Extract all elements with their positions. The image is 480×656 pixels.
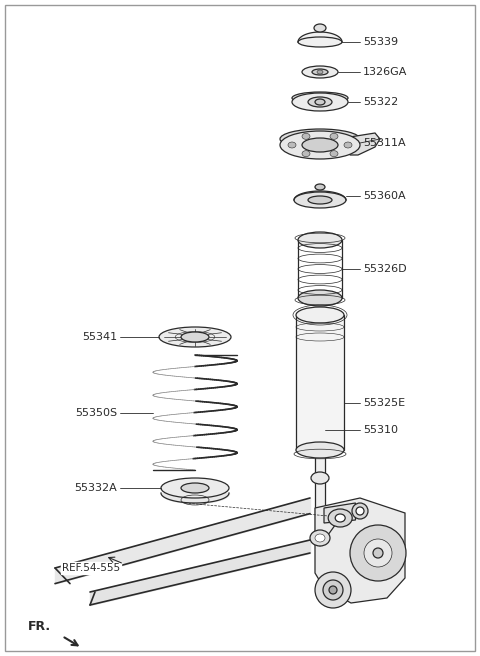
Ellipse shape [302,138,338,152]
Text: 55341: 55341 [82,332,117,342]
Ellipse shape [302,66,338,78]
Text: 55332A: 55332A [74,483,117,493]
Ellipse shape [328,509,352,527]
Circle shape [323,580,343,600]
Ellipse shape [344,142,352,148]
Circle shape [364,539,392,567]
Ellipse shape [315,534,325,542]
Ellipse shape [315,99,325,105]
Ellipse shape [159,327,231,347]
Text: 55326D: 55326D [363,264,407,274]
Ellipse shape [312,69,328,75]
Ellipse shape [161,478,229,498]
Ellipse shape [280,131,360,159]
Ellipse shape [308,97,332,107]
Ellipse shape [288,142,296,148]
Text: 55339: 55339 [363,37,398,47]
Ellipse shape [314,24,326,32]
Text: 55360A: 55360A [363,191,406,201]
Circle shape [350,525,406,581]
Ellipse shape [315,184,325,190]
Ellipse shape [310,530,330,546]
Polygon shape [324,503,356,523]
Circle shape [352,503,368,519]
Circle shape [373,548,383,558]
Ellipse shape [296,307,344,323]
Ellipse shape [181,483,209,493]
Polygon shape [350,133,380,155]
Text: 55310: 55310 [363,425,398,435]
Ellipse shape [330,151,338,157]
Circle shape [356,507,364,515]
Ellipse shape [311,472,329,484]
Ellipse shape [330,133,338,139]
Text: 55322: 55322 [363,97,398,107]
Polygon shape [315,498,405,603]
Text: FR.: FR. [28,619,51,632]
Polygon shape [296,315,344,450]
Text: 55311A: 55311A [363,138,406,148]
Text: REF.54-555: REF.54-555 [62,563,120,573]
Ellipse shape [335,514,345,522]
Text: 55350S: 55350S [75,407,117,417]
Text: 1326GA: 1326GA [363,67,408,77]
Ellipse shape [308,196,332,204]
Ellipse shape [296,442,344,458]
Circle shape [329,586,337,594]
Circle shape [315,572,351,608]
Ellipse shape [181,332,209,342]
Ellipse shape [292,92,348,104]
Text: 55325E: 55325E [363,398,405,407]
Ellipse shape [294,192,346,208]
Ellipse shape [317,70,323,74]
Ellipse shape [298,290,342,306]
Ellipse shape [302,151,310,157]
Ellipse shape [298,37,342,47]
Ellipse shape [298,232,342,248]
Ellipse shape [280,129,360,149]
Ellipse shape [292,93,348,111]
Ellipse shape [302,133,310,139]
